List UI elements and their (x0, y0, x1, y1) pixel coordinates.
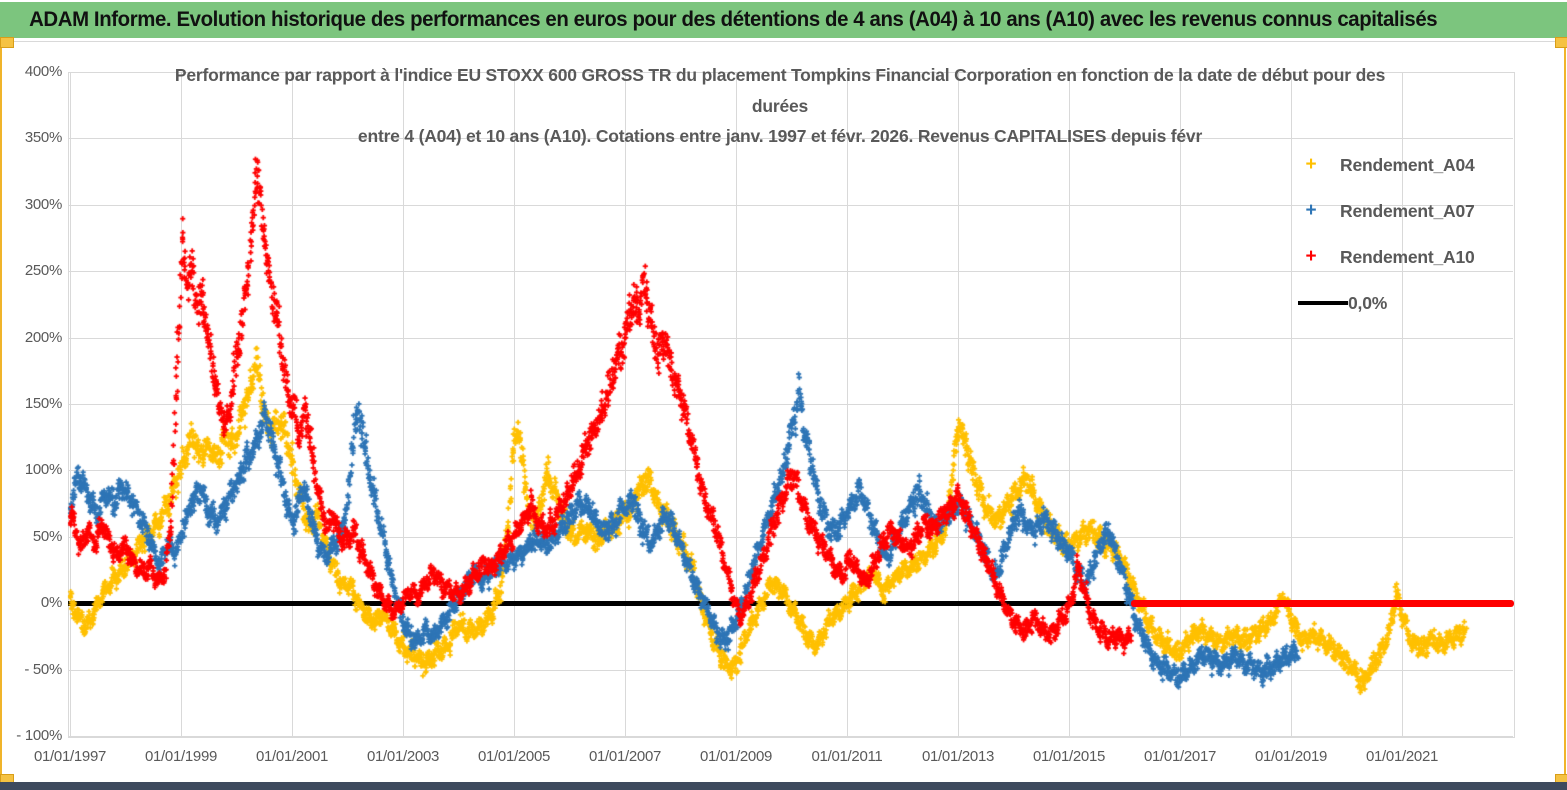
y-axis-tick-label: 250% (24, 262, 62, 280)
legend-item-rendement-a07[interactable]: + Rendement_A07 (1298, 188, 1475, 234)
selection-handle-top-right[interactable] (1555, 37, 1567, 48)
x-axis-tick-label: 01/01/2007 (588, 748, 662, 765)
plus-marker-icon: + (1305, 246, 1317, 267)
x-axis-tick-label: 01/01/2005 (477, 748, 551, 765)
header-divider (0, 41, 1567, 42)
legend-item-0-0-[interactable]: 0,0% (1298, 280, 1475, 326)
selection-handle-top-left[interactable] (0, 37, 14, 48)
y-axis-tick-label: - 50% (24, 660, 62, 678)
x-axis-tick-label: 01/01/2015 (1032, 748, 1106, 765)
chart-title-line3: entre 4 (A04) et 10 ans (A10). Cotations… (357, 126, 1203, 146)
x-axis-tick-label: 01/01/1999 (144, 748, 218, 765)
x-axis-tick-label: 01/01/1997 (33, 748, 107, 765)
selection-border-right (1564, 44, 1566, 776)
legend-label: Rendement_A07 (1340, 200, 1475, 221)
legend-label: Rendement_A10 (1340, 246, 1475, 267)
legend-item-rendement-a04[interactable]: + Rendement_A04 (1298, 142, 1475, 188)
chart-title-line2: durées (751, 95, 809, 116)
zero-line-swatch (1298, 301, 1348, 305)
report-header-title: ADAM Informe. Evolution historique des p… (29, 8, 1438, 31)
y-axis-tick-label: 50% (32, 527, 62, 545)
x-axis-tick-label: 01/01/2011 (811, 748, 883, 765)
selection-border-left (0, 44, 2, 776)
chart-title-line1: Performance par rapport à l'indice EU ST… (174, 65, 1386, 85)
plus-marker-icon: + (1305, 200, 1317, 221)
y-axis-tick-label: 350% (24, 129, 62, 147)
x-axis-tick-label: 01/01/2001 (255, 748, 329, 765)
window-bottom-bar (0, 782, 1567, 790)
y-axis-tick-label: - 100% (16, 727, 62, 744)
x-axis-tick-label: 01/01/2003 (366, 748, 440, 765)
chart-title: Performance par rapport à l'indice EU ST… (80, 60, 1480, 152)
a10-zero-segment-line (1131, 599, 1514, 607)
legend: + Rendement_A04 + Rendement_A07 + Rendement_A… (1298, 142, 1475, 326)
y-axis-tick-label: 400% (24, 63, 62, 80)
y-axis-tick-label: 0% (40, 594, 62, 612)
x-axis-tick-label: 01/01/2017 (1143, 748, 1217, 765)
report-header-bar: ADAM Informe. Evolution historique des p… (0, 2, 1567, 38)
legend-label: Rendement_A04 (1340, 154, 1475, 175)
y-axis-tick-label: 300% (24, 195, 62, 213)
x-axis-tick-label: 01/01/2019 (1254, 748, 1328, 765)
x-axis-tick-label: 01/01/2021 (1365, 748, 1439, 765)
y-axis-tick-label: 100% (24, 461, 62, 479)
plus-marker-icon: + (1305, 154, 1317, 175)
y-axis-tick-label: 150% (24, 395, 62, 412)
y-axis-tick-label: 200% (24, 328, 62, 346)
legend-label: 0,0% (1348, 292, 1388, 313)
x-axis-tick-label: 01/01/2009 (699, 748, 773, 765)
legend-item-rendement-a10[interactable]: + Rendement_A10 (1298, 234, 1475, 280)
x-axis-tick-label: 01/01/2013 (921, 748, 995, 765)
